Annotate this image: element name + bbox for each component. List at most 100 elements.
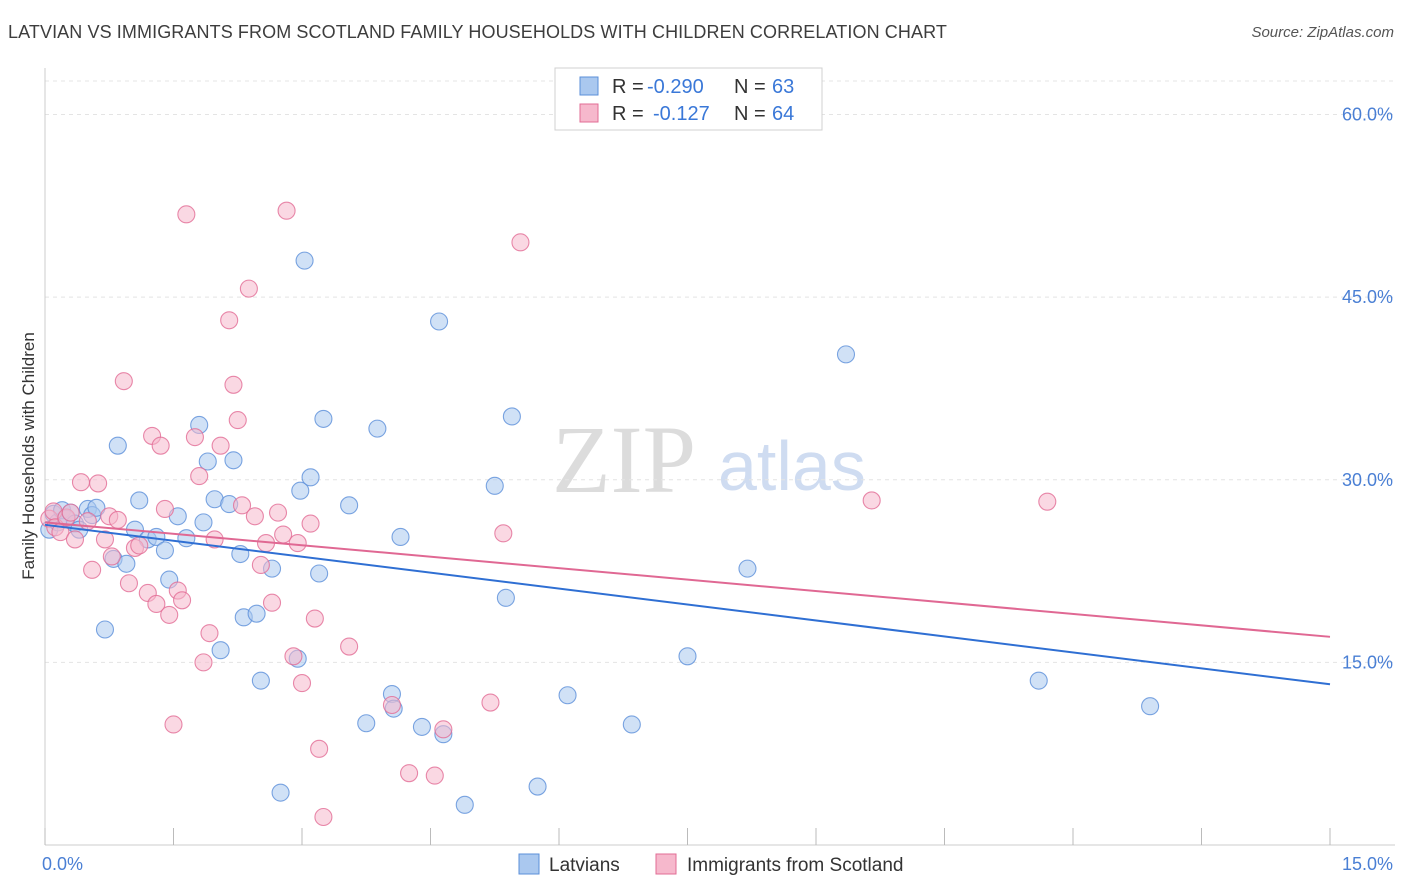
y-tick-label: 30.0%	[1342, 470, 1393, 490]
data-point-latvians	[391, 527, 410, 547]
data-point-latvians	[836, 345, 856, 364]
data-point-scotland	[194, 653, 213, 672]
data-point-latvians	[528, 777, 547, 796]
y-axis-title: Family Households with Children	[19, 332, 38, 580]
x-tick-label-max: 15.0%	[1342, 854, 1393, 874]
data-point-scotland	[119, 574, 139, 593]
data-point-scotland	[130, 536, 149, 555]
correlation-legend: R = -0.290 N = 63 R = -0.127 N = 64	[554, 67, 823, 131]
legend-r-value-1: -0.290	[647, 76, 704, 98]
data-point-scotland	[382, 695, 402, 715]
y-tick-label: 15.0%	[1342, 652, 1393, 672]
data-point-latvians	[301, 468, 320, 487]
data-point-scotland	[83, 560, 102, 579]
data-point-scotland	[314, 807, 333, 827]
data-point-scotland	[200, 624, 219, 643]
data-point-scotland	[220, 311, 239, 330]
data-point-scotland	[434, 720, 453, 739]
bottom-legend-swatch-latvians	[518, 853, 540, 875]
data-point-latvians	[1029, 671, 1048, 690]
data-point-scotland	[301, 514, 320, 533]
data-point-scotland	[61, 503, 80, 522]
data-point-latvians	[247, 604, 266, 623]
data-point-scotland	[268, 503, 288, 522]
legend-n-value-2: 64	[772, 103, 794, 125]
data-point-scotland	[211, 436, 230, 455]
data-point-latvians	[314, 409, 333, 428]
data-point-scotland	[305, 609, 324, 628]
data-point-scotland	[862, 491, 881, 510]
data-point-latvians	[455, 795, 474, 814]
data-point-scotland	[262, 593, 282, 612]
source-label: Source: ZipAtlas.com	[1251, 24, 1394, 41]
y-tick-label: 60.0%	[1342, 105, 1393, 125]
legend-r-label-2: R =	[612, 103, 644, 125]
legend-swatch-latvians	[579, 76, 599, 96]
data-point-latvians	[130, 491, 149, 510]
data-point-latvians	[622, 715, 641, 734]
legend-swatch-scotland	[579, 103, 599, 123]
x-tick-label-min: 0.0%	[42, 854, 83, 874]
data-point-scotland	[205, 530, 224, 549]
data-point-scotland	[228, 411, 247, 430]
data-point-scotland	[245, 507, 264, 526]
bottom-legend-latvians: Latvians	[549, 855, 620, 876]
legend-r-label-1: R =	[612, 76, 644, 98]
trend-line-scotland	[44, 521, 1331, 638]
chart-title: LATVIAN VS IMMIGRANTS FROM SCOTLAND FAMI…	[8, 22, 947, 42]
data-point-scotland	[288, 534, 307, 553]
bottom-legend-swatch-scotland	[655, 853, 677, 875]
data-point-scotland	[277, 201, 296, 220]
data-point-latvians	[224, 451, 243, 470]
data-point-latvians	[485, 476, 504, 495]
data-point-scotland	[114, 372, 133, 391]
data-point-latvians	[198, 452, 217, 471]
data-point-scotland	[511, 233, 530, 252]
series-legend: Latvians Immigrants from Scotland	[518, 853, 903, 876]
legend-n-value-1: 63	[772, 76, 794, 98]
data-point-scotland	[173, 591, 192, 610]
data-point-latvians	[496, 588, 515, 607]
data-point-scotland	[155, 499, 174, 519]
data-point-scotland	[160, 605, 179, 624]
data-point-latvians	[87, 498, 106, 517]
y-tick-labels: 15.0% 30.0% 45.0% 60.0%	[1342, 105, 1393, 673]
trend-line-latvians	[44, 523, 1331, 686]
data-point-latvians	[108, 436, 127, 455]
bottom-legend-scotland: Immigrants from Scotland	[687, 855, 903, 876]
data-point-latvians	[340, 496, 359, 515]
data-point-scotland	[232, 496, 252, 515]
grid-lines	[45, 80, 1395, 663]
data-point-scotland	[95, 530, 115, 549]
x-axis-ticks	[44, 828, 1331, 845]
data-point-scotland	[185, 428, 204, 447]
data-point-scotland	[239, 279, 258, 298]
y-tick-label: 45.0%	[1342, 287, 1393, 307]
data-point-scotland	[292, 674, 312, 693]
data-point-scotland	[224, 375, 243, 394]
data-point-latvians	[430, 312, 449, 331]
data-point-scotland	[102, 547, 121, 566]
data-point-latvians	[194, 513, 213, 532]
data-point-scotland	[481, 693, 500, 712]
legend-n-label-2: N =	[734, 103, 766, 125]
data-point-latvians	[251, 671, 270, 690]
data-point-scotland	[494, 524, 513, 543]
watermark-atlas: atlas	[718, 427, 866, 505]
data-point-latvians	[295, 251, 314, 270]
legend-r-value-2: -0.127	[653, 103, 710, 125]
data-point-scotland	[147, 594, 166, 613]
data-point-latvians	[502, 407, 521, 426]
data-point-scotland	[400, 764, 419, 783]
legend-n-label-1: N =	[734, 76, 766, 98]
data-point-scotland	[65, 530, 85, 549]
data-point-latvians	[738, 559, 757, 578]
data-point-scotland	[310, 739, 329, 758]
watermark-zip: ZIP	[552, 406, 696, 513]
data-point-scotland	[177, 205, 196, 224]
data-point-scotland	[284, 647, 303, 666]
data-point-latvians	[357, 714, 376, 733]
data-point-scotland	[164, 715, 183, 734]
data-point-scotland	[190, 467, 209, 486]
